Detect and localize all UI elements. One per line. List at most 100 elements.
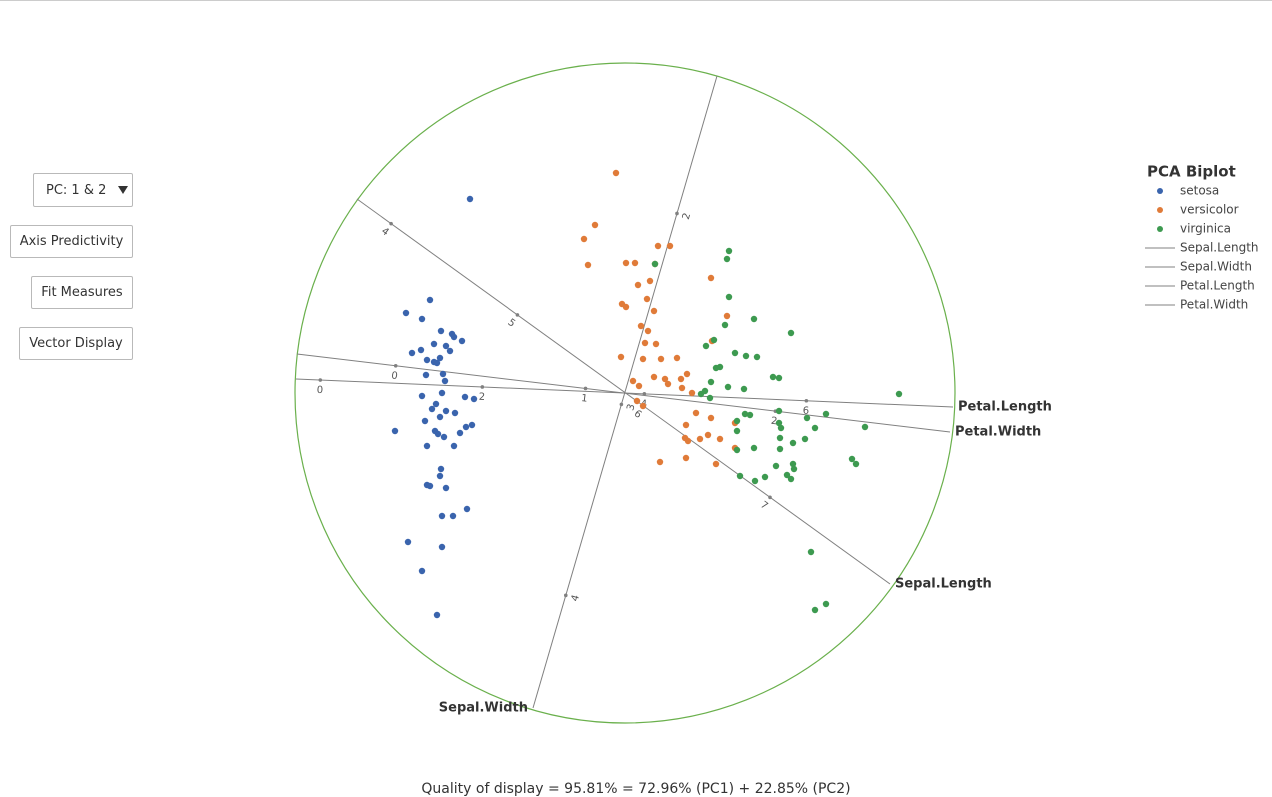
point bbox=[775, 407, 783, 415]
button[interactable]: Axis Predictivity bbox=[10, 225, 133, 258]
point bbox=[753, 353, 761, 361]
point bbox=[677, 375, 685, 383]
axis-tick-label: 0 bbox=[391, 370, 399, 382]
point bbox=[463, 505, 471, 513]
axis-name: Sepal.Width bbox=[439, 701, 528, 716]
point bbox=[895, 390, 903, 398]
point bbox=[807, 548, 815, 556]
axis-tick bbox=[563, 593, 568, 598]
axis-tick-label: 6 bbox=[632, 408, 644, 421]
point bbox=[436, 354, 444, 362]
point bbox=[751, 477, 759, 485]
quality-footnote: Quality of display = 95.81% = 72.96% (PC… bbox=[421, 781, 851, 797]
point bbox=[801, 435, 809, 443]
button[interactable]: Vector Display bbox=[19, 327, 133, 360]
axis-tick-label: 4 bbox=[379, 226, 391, 239]
point bbox=[811, 606, 819, 614]
display-circle bbox=[294, 62, 956, 724]
point bbox=[584, 261, 592, 269]
point bbox=[776, 434, 784, 442]
point bbox=[418, 315, 426, 323]
legend-marker bbox=[1157, 226, 1163, 232]
point bbox=[710, 336, 718, 344]
point bbox=[696, 435, 704, 443]
point bbox=[462, 423, 470, 431]
point bbox=[641, 339, 649, 347]
axis-tick-label: 3 bbox=[625, 403, 637, 412]
axis-name: Sepal.Length bbox=[895, 577, 992, 592]
point bbox=[656, 458, 664, 466]
biplot-axis bbox=[296, 353, 951, 433]
point bbox=[466, 195, 474, 203]
point bbox=[776, 445, 784, 453]
point bbox=[633, 397, 641, 405]
axis-tick bbox=[675, 211, 679, 216]
legend-label: Sepal.Length bbox=[1180, 241, 1259, 255]
point bbox=[654, 242, 662, 250]
point bbox=[706, 394, 714, 402]
point bbox=[803, 414, 811, 422]
point bbox=[438, 512, 446, 520]
point bbox=[428, 405, 436, 413]
point bbox=[404, 538, 412, 546]
button[interactable]: Fit Measures bbox=[31, 276, 133, 309]
pc-select[interactable]: PC: 1 & 2 bbox=[33, 173, 133, 207]
dropdown-arrow bbox=[118, 186, 128, 194]
point bbox=[725, 293, 733, 301]
axis-tick-label: 2 bbox=[681, 212, 693, 221]
point bbox=[678, 384, 686, 392]
point bbox=[822, 410, 830, 418]
point bbox=[704, 431, 712, 439]
point bbox=[787, 329, 795, 337]
point bbox=[688, 389, 696, 397]
point bbox=[436, 472, 444, 480]
point bbox=[650, 307, 658, 315]
point bbox=[441, 377, 449, 385]
point bbox=[787, 475, 795, 483]
point bbox=[742, 352, 750, 360]
point bbox=[775, 374, 783, 382]
biplot: PCA Biplot 4 5 6 7 Sepal.Length Sepal.Length 2… bbox=[294, 62, 1259, 724]
point bbox=[725, 247, 733, 255]
point bbox=[789, 439, 797, 447]
legend-marker bbox=[1157, 188, 1163, 194]
point bbox=[775, 419, 783, 427]
point bbox=[450, 442, 458, 450]
point bbox=[721, 321, 729, 329]
point bbox=[811, 424, 819, 432]
axis-tick bbox=[389, 221, 393, 226]
point bbox=[637, 322, 645, 330]
point bbox=[822, 600, 830, 608]
point bbox=[750, 444, 758, 452]
point bbox=[736, 472, 744, 480]
point bbox=[631, 259, 639, 267]
point bbox=[635, 382, 643, 390]
point bbox=[789, 460, 797, 468]
point bbox=[439, 370, 447, 378]
axis-tick-label: 2 bbox=[770, 416, 778, 428]
point bbox=[421, 417, 429, 425]
point bbox=[622, 303, 630, 311]
point bbox=[417, 346, 425, 354]
point bbox=[682, 421, 690, 429]
axis-name: Petal.Width bbox=[955, 425, 1041, 440]
point bbox=[673, 354, 681, 362]
axis-tick bbox=[619, 402, 624, 407]
point bbox=[639, 355, 647, 363]
legend-label: versicolor bbox=[1180, 203, 1239, 217]
point bbox=[861, 423, 869, 431]
point bbox=[657, 355, 665, 363]
biplot-axis bbox=[356, 198, 891, 585]
point bbox=[731, 349, 739, 357]
point bbox=[852, 460, 860, 468]
point bbox=[682, 454, 690, 462]
axis-tick bbox=[768, 495, 772, 500]
axis-tick bbox=[515, 313, 520, 317]
point bbox=[639, 402, 647, 410]
point bbox=[769, 373, 777, 381]
point bbox=[423, 442, 431, 450]
point bbox=[666, 242, 674, 250]
point bbox=[426, 482, 434, 490]
point bbox=[733, 417, 741, 425]
point bbox=[617, 353, 625, 361]
